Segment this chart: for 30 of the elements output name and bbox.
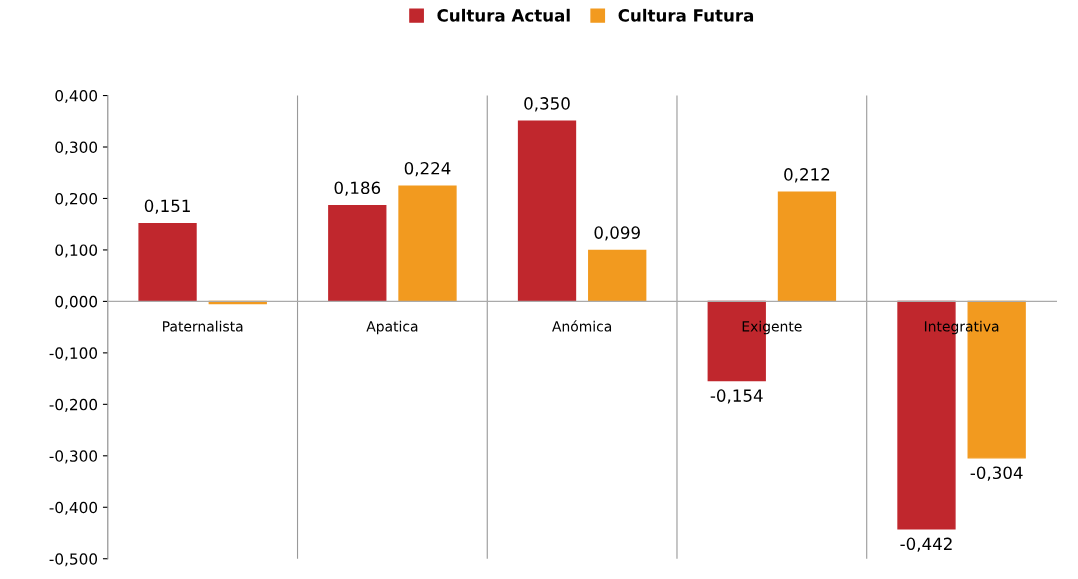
data-label: -0,154: [710, 389, 763, 404]
data-label: -0,304: [970, 466, 1023, 481]
bar: [517, 120, 577, 303]
y-tick-label: -0,400: [49, 501, 98, 515]
legend-label: Cultura Futura: [618, 8, 754, 22]
data-label: 0,151: [144, 199, 190, 214]
bar: [588, 249, 647, 303]
x-tick-label: Anómica: [552, 320, 612, 332]
data-label: 0,186: [334, 181, 381, 196]
y-tick-label: 0,400: [55, 90, 98, 104]
data-label: 0,224: [404, 161, 451, 177]
y-tick-label: -0,300: [49, 450, 98, 464]
x-tick-label: Paternalista: [163, 320, 243, 332]
data-label: 0,099: [594, 226, 640, 241]
y-tick-label: -0,200: [49, 398, 98, 412]
y-tick-label: -0,500: [49, 553, 98, 567]
bar: [777, 191, 837, 303]
x-tick-label: Apatica: [366, 320, 418, 335]
y-tick-label: 0,100: [55, 244, 98, 258]
bar: [328, 204, 387, 303]
bar: [138, 222, 197, 303]
data-label: 0,212: [784, 168, 830, 183]
y-tick-label: 0,000: [55, 295, 98, 309]
y-tick-label: -0,100: [49, 347, 98, 361]
y-tick-label: 0,300: [55, 141, 98, 155]
y-tick-label: 0,200: [55, 192, 98, 207]
data-label: 0,350: [524, 97, 570, 112]
bar: [398, 185, 457, 303]
legend-label: Cultura Actual: [437, 8, 570, 22]
data-label: -0,442: [900, 537, 952, 552]
